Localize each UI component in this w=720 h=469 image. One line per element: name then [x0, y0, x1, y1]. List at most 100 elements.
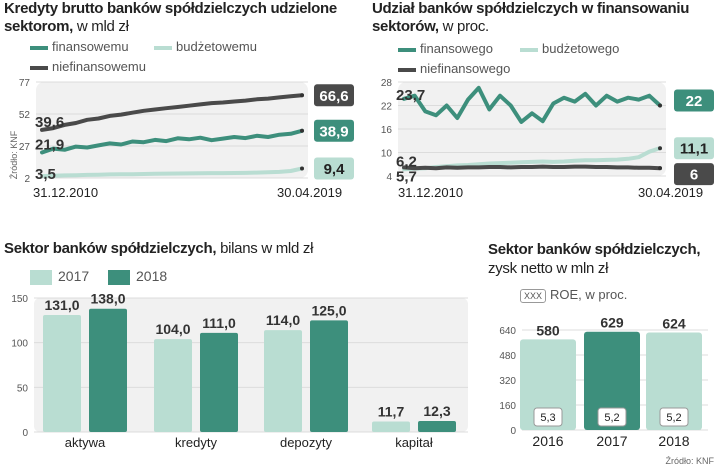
start-value-label-1: 3,5	[35, 166, 56, 183]
loans-legend-label-3: niefinansowemu	[52, 59, 146, 74]
bar-value-label-2017-1: 104,0	[155, 321, 190, 337]
plot-background	[34, 298, 468, 432]
bar-2017-3	[372, 421, 410, 432]
share-legend-item-1: finansowego	[398, 41, 493, 56]
loans-title-main: Kredyty brutto banków spółdzielczych udz…	[4, 0, 337, 35]
end-value-label-0: 22	[686, 93, 703, 110]
y-tick-label-1: 100	[11, 339, 28, 350]
bar-2018-2	[310, 320, 348, 432]
series-line-0	[40, 128, 304, 155]
bar-value-label-2018-0: 138,0	[90, 291, 125, 307]
y-tick-label-0: 640	[499, 326, 516, 337]
roe-box-0	[533, 407, 563, 427]
roe-value-label-0: 5,3	[540, 412, 555, 424]
balance-legend-item-2018: 2018	[108, 268, 167, 285]
loans-x-start: 31.12.2010	[33, 185, 99, 200]
loans-legend-label-1: finansowemu	[52, 39, 129, 54]
share-x-end: 30.04.2019	[638, 185, 704, 200]
legend-swatch	[520, 47, 538, 52]
loans-legend-label-2: budżetowemu	[176, 39, 257, 54]
y-tick-label-3: 160	[499, 401, 516, 412]
y-tick-label-2: 27	[19, 142, 31, 153]
share-legend-label-3: niefinansowego	[420, 61, 511, 76]
loans-x-end: 30.04.2019	[277, 185, 343, 200]
end-value-box-1	[674, 137, 714, 160]
share-legend-item-3: niefinansowego	[398, 61, 510, 76]
share-legend-label-1: finansowego	[420, 41, 493, 56]
end-value-label-1: 11,1	[680, 141, 708, 158]
end-value-box-2	[314, 84, 354, 107]
legend-swatch	[154, 45, 172, 50]
end-value-box-2	[674, 163, 714, 186]
start-value-label-2: 6,2	[396, 153, 417, 170]
bar-value-label-2017-2: 114,0	[266, 312, 300, 328]
loans-legend-item-2: budżetowemu	[154, 39, 257, 54]
y-tick-label-3: 2	[24, 174, 30, 185]
y-tick-label-2: 320	[499, 376, 516, 387]
loans-title-unit: w mld zł	[76, 18, 129, 35]
loans-legend-item-1: finansowemu	[30, 39, 129, 54]
roe-legend-label: ROE, w proc.	[550, 287, 628, 302]
y-tick-label-3: 0	[22, 428, 28, 439]
legend-swatch	[108, 269, 130, 285]
plot-background	[36, 82, 308, 178]
balance-legend-item-2017: 2017	[30, 268, 89, 285]
share-chart-panel: Udział banków spółdzielczych w finansowa…	[368, 0, 720, 205]
balance-legend-label-2018: 2018	[136, 268, 168, 284]
series-line-0	[402, 85, 662, 124]
balance-bar-chart: 150 100 50 0 131,0 138,0 aktywa 104,0 111,0 kredy…	[11, 291, 468, 450]
loans-line-chart: 77 52 27 2 21,9 3,5 39,6 38,9 9,4 66,6	[19, 78, 354, 185]
loans-chart-panel: Kredyty brutto banków spółdzielczych udz…	[0, 0, 360, 205]
profit-title-unit: zysk netto w mln zł	[488, 260, 609, 277]
bar-2018-0	[89, 308, 127, 432]
roe-box-2	[659, 407, 689, 427]
roe-legend-box: XXX	[520, 288, 547, 303]
loans-source: Źródło: KNF	[9, 130, 19, 180]
end-value-label-2: 66,6	[319, 88, 348, 105]
bar-2018-3	[418, 421, 456, 432]
y-tick-label-4: 4	[386, 172, 392, 183]
bar-2017-1	[154, 339, 192, 432]
end-value-box-1	[314, 157, 354, 180]
end-value-box-0	[314, 119, 354, 142]
y-tick-label-1: 52	[19, 110, 31, 121]
legend-swatch	[398, 67, 416, 72]
series-end-dot-1	[658, 146, 662, 151]
bar-2018-1	[200, 332, 238, 432]
series-line-2	[402, 164, 662, 171]
bar-value-label-2017-3: 11,7	[378, 404, 405, 420]
y-tick-label-1: 480	[499, 351, 516, 362]
bar-value-label-2018-2: 125,0	[311, 302, 346, 318]
legend-swatch	[30, 269, 52, 285]
start-value-label-2: 39,6	[35, 114, 64, 131]
y-tick-label-1: 22	[381, 102, 393, 113]
year-label-1: 2017	[596, 433, 627, 449]
category-label-2: depozyty	[280, 435, 333, 450]
end-value-label-2: 6	[690, 167, 698, 184]
legend-swatch	[398, 47, 416, 52]
series-line-2	[40, 93, 304, 132]
profit-chart-panel: Sektor banków spółdzielczych, zysk netto…	[480, 240, 720, 469]
series-end-dot-0	[658, 103, 662, 108]
year-label-2: 2018	[658, 433, 689, 449]
profit-title-main: Sektor banków spółdzielczych,	[488, 241, 701, 258]
y-tick-label-0: 28	[381, 78, 393, 89]
start-value-label-0: 21,9	[35, 137, 64, 154]
category-label-0: aktywa	[65, 435, 106, 450]
share-line-chart: 28 22 16 10 4 23,7 5,76,2 22 11,1 6	[381, 78, 714, 186]
balance-chart-panel: Sektor banków spółdzielczych, bilans w m…	[0, 240, 480, 469]
profit-chart-title: Sektor banków spółdzielczych, zysk netto…	[488, 240, 720, 278]
balance-title-unit: bilans w mld zł	[220, 240, 314, 257]
profit-bar-chart: 640 480 320 160 0 580 5,3 2016 629 5,2 2017 624 5,2 2…	[499, 315, 708, 449]
legend-swatch	[30, 65, 48, 70]
series-end-dot-1	[300, 166, 304, 171]
share-chart-title: Udział banków spółdzielczych w finansowa…	[372, 0, 718, 36]
y-tick-label-3: 10	[381, 149, 393, 160]
legend-swatch	[30, 45, 48, 50]
profit-value-label-2: 624	[662, 316, 686, 332]
bar-value-label-2017-0: 131,0	[44, 297, 79, 313]
profit-value-label-0: 580	[536, 322, 560, 338]
year-label-0: 2016	[532, 433, 563, 449]
balance-title-main: Sektor banków spółdzielczych,	[4, 240, 217, 257]
bar-2017-2	[264, 330, 302, 432]
